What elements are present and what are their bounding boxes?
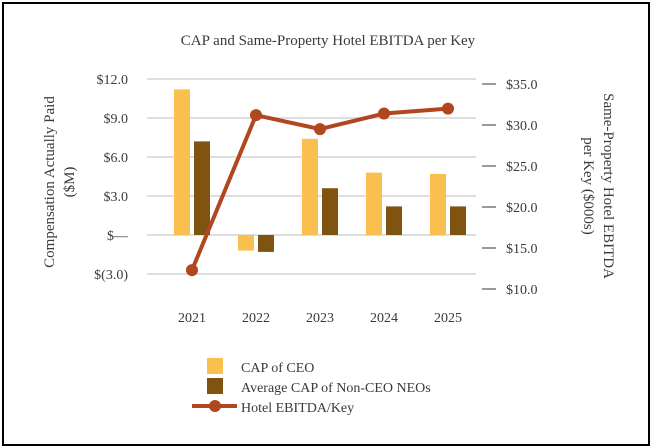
x-axis-tick-label: 2021 (178, 311, 206, 326)
right-axis-tick-label: $15.0 (506, 242, 538, 257)
left-axis-tick-label: $3.0 (104, 190, 129, 205)
right-axis-tick-label: $20.0 (506, 201, 538, 216)
bar-neo-2025 (450, 206, 466, 235)
left-axis-tick-label: $— (107, 229, 129, 244)
axis-titles: Compensation Actually Paid ($M) Same-Prope… (42, 93, 616, 279)
chart-svg: CAP and Same-Property Hotel EBITDA per K… (42, 33, 616, 416)
legend-label: Average CAP of Non-CEO NEOs (241, 381, 431, 396)
right-axis-title: Same-Property Hotel EBITDAper Key ($000s… (580, 93, 616, 279)
right-axis-tick-label: $10.0 (506, 283, 538, 298)
bar-ceo-2023 (302, 138, 318, 235)
right-axis-tick-label: $25.0 (506, 160, 538, 175)
legend-label: Hotel EBITDA/Key (241, 401, 354, 416)
chart-title: CAP and Same-Property Hotel EBITDA per K… (181, 33, 476, 49)
x-axis-tick-label: 2024 (370, 311, 398, 326)
left-axis-tick-label: $9.0 (104, 112, 129, 127)
left-axis-tick-labels: $12.0 $9.0 $6.0 $3.0 $— $(3.0) (94, 73, 129, 283)
legend-marker (209, 400, 221, 412)
x-axis-tick-label: 2025 (434, 311, 462, 326)
bar-ceo-2024 (366, 172, 382, 235)
ebitda-point-2025 (442, 102, 454, 115)
legend: CAP of CEO Average CAP of Non-CEO NEOs Hot… (192, 358, 431, 416)
ebitda-point-2022 (250, 109, 262, 122)
bar-ceo-2022 (238, 235, 254, 251)
x-axis-tick-labels: 2021 2022 2023 2024 2025 (178, 311, 462, 326)
ebitda-line-series (186, 102, 454, 277)
left-axis-tick-label: $(3.0) (94, 268, 128, 283)
bar-ceo-2021 (174, 89, 190, 236)
legend-label: CAP of CEO (241, 361, 314, 376)
right-axis-tick-label: $35.0 (506, 78, 538, 93)
ebitda-point-2024 (378, 107, 390, 120)
bar-neo-2024 (386, 206, 402, 235)
ebitda-point-2021 (186, 264, 198, 277)
x-axis-tick-label: 2023 (306, 311, 334, 326)
left-axis-tick-label: $6.0 (104, 151, 129, 166)
left-axis-tick-label: $12.0 (97, 73, 129, 88)
left-axis-title: Compensation Actually Paid ($M) (42, 96, 78, 268)
legend-swatch (207, 378, 223, 394)
bar-neo-2021 (194, 141, 210, 235)
bar-ceo-2025 (430, 173, 446, 235)
ebitda-point-2023 (314, 123, 326, 136)
legend-swatch (207, 358, 223, 374)
bar-neo-2022 (258, 235, 274, 252)
right-axis-tick-label: $30.0 (506, 119, 538, 134)
right-axis-tick-labels: $35.0 $30.0 $25.0 $20.0 $15.0 $10.0 (482, 78, 538, 298)
bars (174, 89, 466, 252)
x-axis-tick-label: 2022 (242, 311, 270, 326)
bar-neo-2023 (322, 188, 338, 235)
